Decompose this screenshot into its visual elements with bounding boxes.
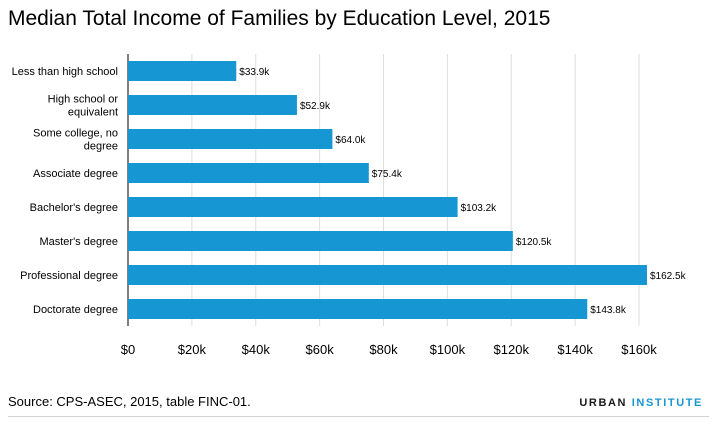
bar [128, 197, 458, 217]
category-label: Bachelor's degree [30, 202, 118, 214]
chart-title: Median Total Income of Families by Educa… [8, 7, 551, 30]
data-label: $120.5k [516, 237, 553, 248]
data-label: $64.0k [335, 135, 366, 146]
data-label: $103.2k [461, 203, 498, 214]
x-tick-label: $100k [430, 342, 466, 357]
bar [128, 129, 333, 149]
x-tick-label: $60k [306, 342, 335, 357]
data-label: $52.9k [300, 101, 331, 112]
x-tick-label: $20k [178, 342, 207, 357]
data-label: $143.8k [590, 305, 627, 316]
category-label: Master's degree [39, 236, 118, 248]
bar [128, 61, 237, 81]
bar [128, 265, 647, 285]
x-tick-label: $160k [621, 342, 657, 357]
urban-institute-logo: URBAN INSTITUTE [579, 397, 703, 409]
category-label: Less than high school [12, 66, 118, 78]
category-label: Professional degree [20, 270, 118, 282]
category-labels: Less than high school High school or equiv… [12, 66, 119, 316]
x-tick-label: $0 [121, 342, 135, 357]
category-label: High school or equivalent [48, 94, 119, 119]
x-tick-label: $80k [369, 342, 398, 357]
x-axis-ticks: $0 $20k $40k $60k $80k $100k $120k $140k $160k [121, 342, 657, 357]
source-note: Source: CPS-ASEC, 2015, table FINC-01. [8, 394, 251, 409]
bar [128, 163, 369, 183]
x-tick-label: $40k [242, 342, 271, 357]
data-label: $33.9k [239, 67, 270, 78]
bar [128, 299, 588, 319]
brand-word-institute: INSTITUTE [631, 397, 703, 409]
data-label: $75.4k [372, 169, 403, 180]
data-label: $162.5k [650, 271, 687, 282]
category-label: Associate degree [33, 168, 118, 180]
gridlines [127, 54, 640, 326]
category-label: Doctorate degree [33, 304, 118, 316]
bar [128, 231, 513, 251]
bars [128, 61, 647, 319]
x-tick-label: $140k [557, 342, 593, 357]
brand-word-urban: URBAN [579, 397, 628, 409]
data-labels: $33.9k $52.9k $64.0k $75.4k $103.2k $120.5k $1… [239, 67, 686, 316]
footer-divider [8, 416, 709, 417]
category-label: Some college, no degree [33, 128, 118, 153]
bar [128, 95, 297, 115]
x-tick-label: $120k [494, 342, 530, 357]
